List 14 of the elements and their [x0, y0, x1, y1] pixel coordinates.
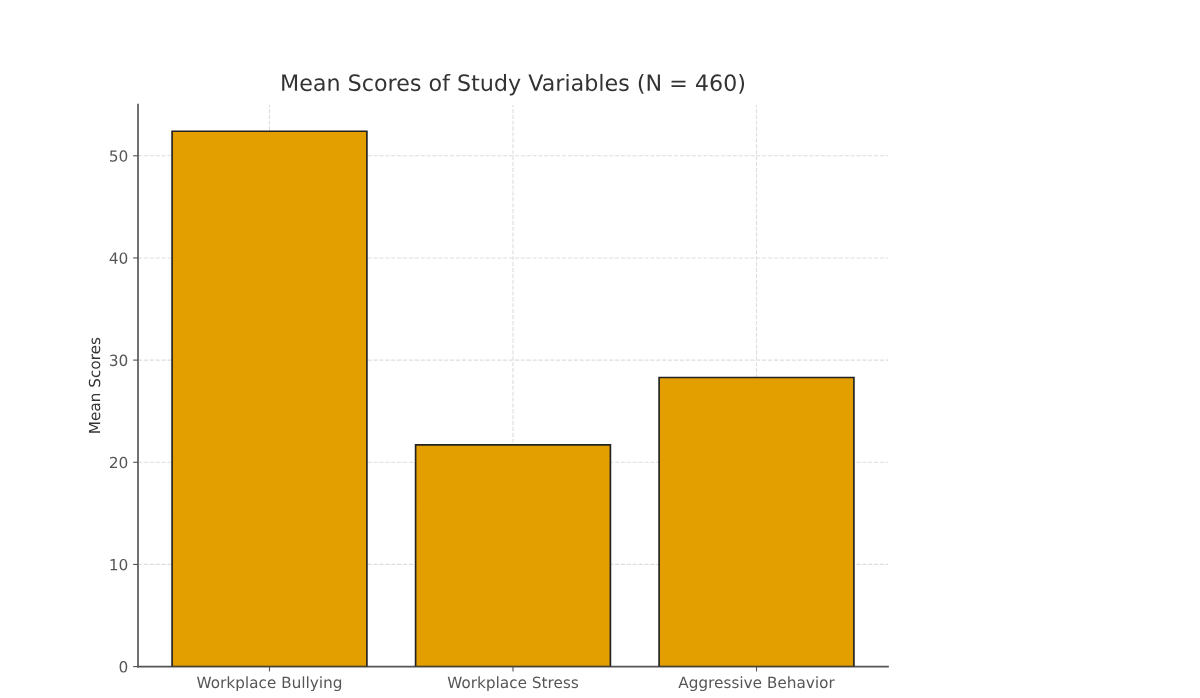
- y-tick-label: 40: [109, 252, 128, 264]
- y-tick-label: 0: [119, 661, 128, 673]
- bar: [171, 130, 368, 667]
- bar: [414, 444, 612, 667]
- bar: [658, 376, 855, 667]
- y-tick-label: 30: [110, 354, 128, 367]
- y-tick-label: 20: [109, 456, 128, 469]
- chart-title: Mean Scores of Study Variables (N = 460): [282, 73, 745, 96]
- y-tick-label: 10: [110, 558, 128, 571]
- y-axis-title: Mean Scores: [88, 337, 101, 433]
- x-tick-label: Workplace Bullying: [197, 676, 342, 692]
- y-tick-label: 50: [110, 150, 128, 162]
- x-tick-label: Aggressive Behavior: [678, 676, 835, 692]
- x-tick-label: Workplace Stress: [447, 676, 579, 692]
